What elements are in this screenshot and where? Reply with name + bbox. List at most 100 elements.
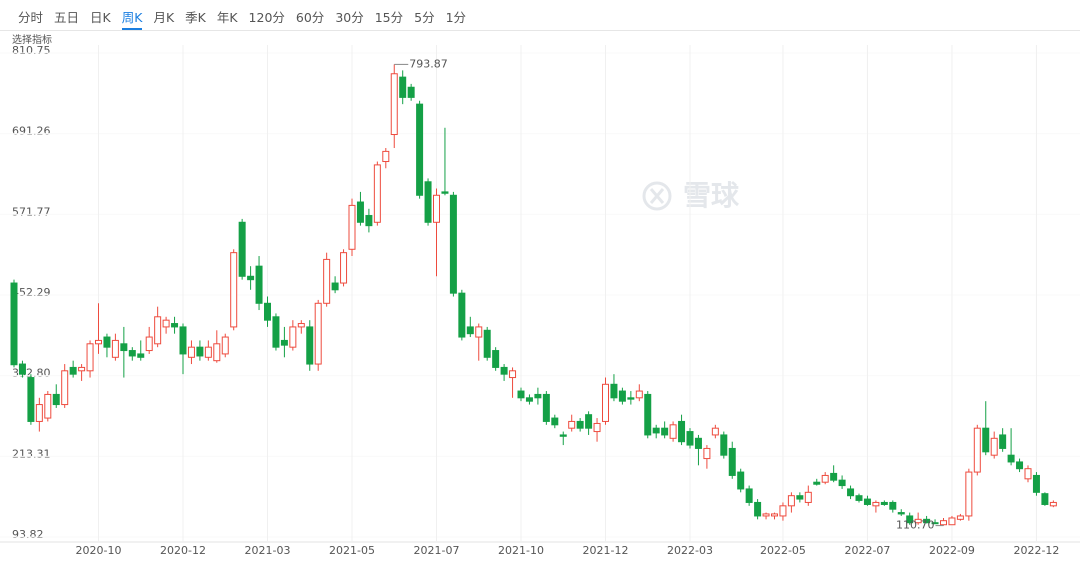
candle-body: [796, 495, 804, 500]
candle-body: [390, 73, 398, 136]
candle-body: [297, 323, 305, 328]
candle-body: [179, 326, 187, 355]
x-tick-label: 2021-05: [329, 544, 375, 557]
candle-body: [678, 420, 686, 443]
tab[interactable]: 120分: [248, 10, 285, 25]
candle-body: [1041, 493, 1049, 505]
tab[interactable]: 年K: [216, 10, 238, 25]
candle-body: [204, 346, 212, 358]
y-tick-label: 213.31: [12, 447, 51, 460]
candle-body: [264, 302, 271, 321]
candle-body: [830, 472, 838, 481]
candle-body: [95, 339, 102, 345]
candle-body: [703, 447, 711, 460]
candle-body: [965, 471, 973, 517]
candle-body: [737, 471, 745, 490]
tab[interactable]: 月K: [153, 10, 175, 25]
candle-body: [525, 397, 533, 402]
candle-body: [897, 512, 905, 515]
candle-body: [593, 422, 601, 433]
candle-body: [990, 437, 998, 456]
candle-body: [280, 339, 288, 346]
tab[interactable]: 分时: [18, 10, 44, 25]
candle-body: [821, 474, 829, 483]
candle-body: [838, 479, 846, 487]
candle-body: [652, 427, 660, 434]
candle-body: [931, 522, 939, 525]
candle-body: [551, 417, 559, 426]
tab[interactable]: 30分: [335, 10, 364, 25]
candle-body: [914, 518, 922, 524]
candle-body: [542, 393, 550, 422]
tab[interactable]: 60分: [295, 10, 325, 25]
tab[interactable]: 15分: [374, 10, 404, 25]
candle-body: [872, 501, 880, 507]
candle-body: [762, 513, 770, 517]
indicator-select[interactable]: 选择指标: [12, 35, 52, 46]
candle-body: [779, 505, 787, 517]
tab[interactable]: 季K: [185, 10, 206, 25]
candle-body: [728, 447, 736, 476]
candle-body: [340, 252, 348, 284]
x-tick-label: 2022-05: [760, 544, 806, 557]
candle-body: [483, 329, 491, 358]
candle-body: [27, 377, 35, 422]
x-tick-label: 2021-12: [583, 544, 629, 557]
candle-body: [441, 191, 449, 194]
candle-body: [889, 501, 897, 510]
candle-body: [855, 495, 863, 501]
candle-body: [669, 424, 677, 439]
candle-body: [52, 393, 60, 406]
x-tick-label: 2022-09: [929, 544, 975, 557]
candle-body: [111, 339, 119, 358]
candle-body: [999, 434, 1007, 449]
candle-body: [407, 86, 415, 98]
y-tick-label: 571.77: [12, 205, 51, 218]
tab[interactable]: 5分: [414, 10, 435, 25]
candle-body: [196, 346, 204, 357]
tab[interactable]: 日K: [90, 10, 111, 25]
candle-body: [10, 282, 18, 366]
candle-body: [449, 194, 457, 294]
watermark-text: 雪球: [683, 179, 740, 212]
candle-body: [433, 194, 440, 223]
candle-body: [627, 397, 635, 400]
candle-body: [61, 370, 69, 406]
candle-body: [120, 343, 128, 352]
candle-body: [323, 258, 331, 304]
candle-body: [424, 181, 432, 223]
x-tick-label: 2020-12: [160, 544, 206, 557]
candle-body: [475, 326, 483, 338]
candle-body: [213, 343, 221, 362]
x-tick-label: 2020-10: [76, 544, 122, 557]
candle-body: [509, 370, 517, 379]
candle-body: [517, 390, 525, 399]
candle-body: [956, 515, 964, 520]
tab[interactable]: 五日: [54, 10, 80, 25]
candle-body: [1032, 474, 1040, 493]
candle-body: [1024, 468, 1032, 480]
tab[interactable]: 1分: [445, 10, 467, 25]
candle-body: [576, 420, 584, 429]
candle-body: [559, 434, 567, 437]
candle-body: [1007, 454, 1015, 463]
y-tick-label: 691.26: [12, 125, 51, 138]
candle-body: [154, 316, 162, 345]
candle-body: [399, 76, 407, 98]
candle-body: [356, 201, 364, 223]
candle-body: [568, 420, 576, 429]
candle-body: [69, 366, 77, 375]
y-tick-label: 93.82: [12, 528, 44, 541]
candle-body: [720, 434, 728, 456]
candle-body: [145, 336, 153, 352]
tab[interactable]: 周K: [121, 7, 143, 30]
x-tick-label: 2021-10: [498, 544, 544, 557]
candle-body: [787, 495, 795, 507]
candle-body: [982, 427, 990, 453]
candle-body: [602, 383, 609, 422]
candle-body: [18, 363, 26, 375]
candle-body: [35, 404, 43, 422]
candle-body: [162, 319, 170, 328]
